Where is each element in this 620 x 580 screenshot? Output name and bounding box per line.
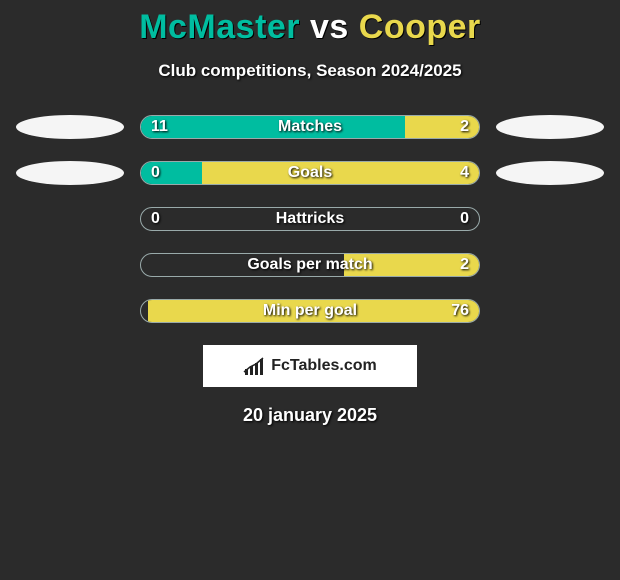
stat-bar: 76Min per goal: [140, 299, 480, 323]
player1-portrait: [16, 115, 124, 139]
stat-label: Matches: [141, 116, 479, 138]
comparison-infographic: McMaster vs Cooper Club competitions, Se…: [0, 0, 620, 426]
stat-label: Min per goal: [141, 300, 479, 322]
page-title: McMaster vs Cooper: [0, 8, 620, 47]
logo-inner: FcTables.com: [243, 357, 377, 375]
stat-row: 2Goals per match: [0, 253, 620, 277]
date-label: 20 january 2025: [0, 405, 620, 426]
player2-portrait: [496, 161, 604, 185]
stat-rows: 112Matches 04Goals 00Hattricks 2Goals per m…: [0, 115, 620, 323]
stat-label: Goals: [141, 162, 479, 184]
stat-bar: 04Goals: [140, 161, 480, 185]
logo-text: FcTables.com: [271, 357, 377, 375]
player2-name: Cooper: [359, 8, 481, 46]
bar-chart-icon: [243, 357, 265, 375]
stat-bar: 112Matches: [140, 115, 480, 139]
stat-label: Hattricks: [141, 208, 479, 230]
player2-portrait: [496, 115, 604, 139]
subtitle: Club competitions, Season 2024/2025: [0, 61, 620, 81]
stat-row: 00Hattricks: [0, 207, 620, 231]
player1-portrait: [16, 161, 124, 185]
stat-label: Goals per match: [141, 254, 479, 276]
player1-name: McMaster: [139, 8, 300, 46]
stat-row: 112Matches: [0, 115, 620, 139]
vs-label: vs: [310, 8, 349, 46]
source-logo: FcTables.com: [203, 345, 417, 387]
stat-bar: 00Hattricks: [140, 207, 480, 231]
stat-row: 04Goals: [0, 161, 620, 185]
stat-row: 76Min per goal: [0, 299, 620, 323]
stat-bar: 2Goals per match: [140, 253, 480, 277]
